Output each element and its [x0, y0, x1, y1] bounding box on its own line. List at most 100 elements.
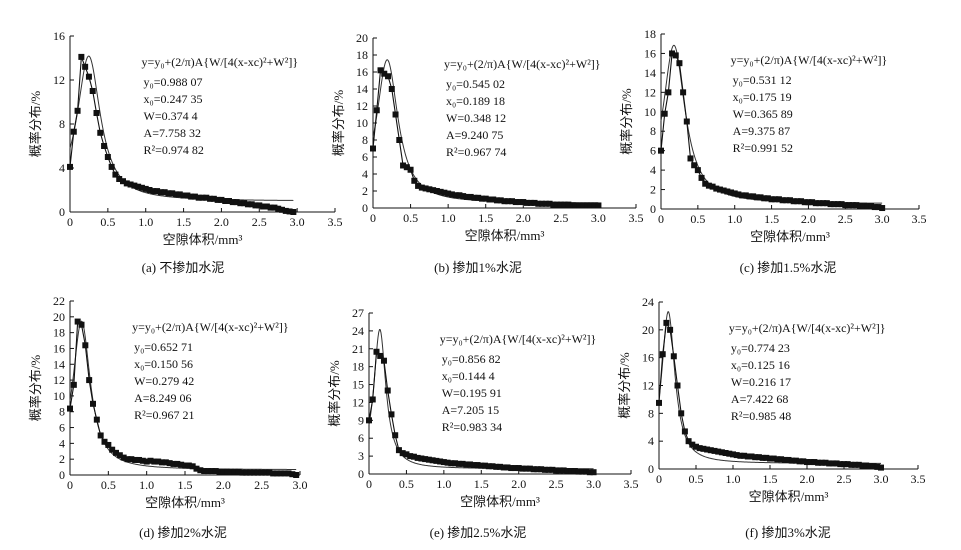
data-point: [142, 185, 149, 192]
data-point: [418, 455, 425, 462]
y-tick-label: 16: [53, 341, 65, 355]
data-point: [716, 186, 723, 193]
x-tick-label: 1.5: [764, 212, 779, 226]
data-point: [554, 201, 561, 208]
x-tick-label: 3.0: [874, 472, 889, 486]
data-point: [764, 195, 771, 202]
x-tick-label: 0: [658, 212, 664, 226]
y-tick-label: 12: [53, 373, 65, 387]
data-point: [512, 199, 519, 206]
fit-parameter: W=0.279 42: [134, 374, 194, 388]
data-point: [852, 461, 859, 468]
fit-parameter: y₀=0.545 02: [446, 77, 505, 91]
data-point: [546, 200, 553, 207]
fit-parameter: x₀=0.175 19: [733, 90, 792, 104]
data-point: [471, 194, 478, 201]
data-point: [147, 457, 154, 464]
data-point: [798, 198, 805, 205]
x-tick-label: 0.5: [403, 211, 418, 225]
data-point: [396, 137, 403, 143]
data-point: [767, 455, 773, 462]
fit-parameter: W=0.195 91: [442, 386, 502, 400]
data-point: [185, 462, 192, 469]
data-point: [184, 192, 191, 199]
y-tick-label: 12: [642, 379, 654, 393]
y-tick-label: 20: [53, 310, 65, 324]
data-point: [816, 200, 823, 207]
data-point: [282, 207, 289, 214]
data-point: [74, 107, 81, 114]
data-point: [801, 199, 808, 206]
data-point: [452, 192, 459, 199]
fit-parameter: W=0.348 12: [446, 111, 506, 125]
data-point: [377, 352, 384, 359]
data-point: [281, 470, 288, 477]
data-point: [811, 459, 818, 466]
data-point: [441, 189, 448, 196]
data-point: [707, 447, 714, 454]
fit-parameter: R²=0.967 21: [134, 408, 194, 422]
data-point: [794, 198, 801, 205]
panel-caption: (b) 掺加1%水泥: [434, 260, 522, 275]
data-point: [400, 162, 407, 169]
data-point: [150, 188, 157, 195]
data-point: [845, 202, 852, 209]
y-tick-label: 0: [648, 462, 654, 476]
data-point: [135, 183, 142, 190]
data-point: [485, 463, 492, 470]
data-point: [216, 468, 223, 475]
data-point: [254, 469, 261, 476]
panel-caption: (d) 掺加2%水泥: [139, 525, 227, 540]
data-point: [755, 454, 762, 461]
data-point: [493, 197, 500, 204]
x-tick-label: 3.5: [328, 215, 343, 229]
x-tick-label: 2.0: [511, 477, 526, 491]
fit-equation: y=y₀+(2/π)A{W/[4(x-xc)²+W²]}: [731, 53, 888, 67]
data-point: [768, 196, 775, 203]
x-tick-label: 0.5: [690, 212, 705, 226]
data-point: [433, 457, 440, 464]
data-point: [493, 463, 500, 470]
data-point: [210, 195, 217, 202]
x-tick-label: 2.5: [254, 478, 269, 492]
data-point: [720, 187, 727, 194]
x-tick-label: 1.5: [176, 215, 191, 229]
data-point: [568, 468, 575, 475]
fit-equation: y=y₀+(2/π)A{W/[4(x-xc)²+W²]}: [444, 57, 601, 71]
data-point: [661, 110, 668, 117]
data-point: [742, 192, 749, 199]
data-point: [831, 201, 838, 208]
y-tick-label: 16: [356, 65, 368, 79]
y-tick-label: 12: [356, 99, 368, 113]
data-point: [373, 348, 380, 355]
y-tick-label: 2: [59, 452, 65, 466]
x-axis-label: 空隙体积/mm³: [465, 228, 545, 243]
fit-parameter: R²=0.974 82: [144, 143, 204, 157]
x-tick-label: 2.5: [252, 215, 267, 229]
data-point: [113, 449, 119, 456]
data-point: [497, 197, 504, 204]
data-point: [97, 432, 104, 439]
data-point: [262, 469, 269, 476]
y-tick-label: 4: [648, 434, 654, 448]
data-point: [136, 456, 142, 463]
y-tick-label: 4: [650, 163, 656, 177]
fit-parameter: y₀=0.531 12: [733, 73, 792, 87]
data-point: [154, 188, 161, 195]
data-point: [739, 192, 746, 199]
data-point: [859, 462, 866, 469]
data-point: [545, 466, 552, 473]
data-point: [138, 184, 145, 191]
data-point: [93, 110, 100, 116]
x-tick-label: 3.0: [293, 478, 308, 492]
data-point: [155, 458, 162, 465]
panel-caption: (e) 掺加2.5%水泥: [430, 525, 527, 540]
data-point: [452, 460, 459, 467]
data-point: [82, 342, 89, 349]
chart-panel-b: 0 0.5 1.0 1.5 2.0 2.5 3.0 3.502468101214161820空…: [331, 31, 644, 275]
data-point: [381, 70, 388, 77]
data-point: [591, 202, 598, 209]
data-point: [748, 453, 755, 460]
data-point: [505, 198, 512, 205]
y-tick-label: 8: [650, 124, 656, 138]
